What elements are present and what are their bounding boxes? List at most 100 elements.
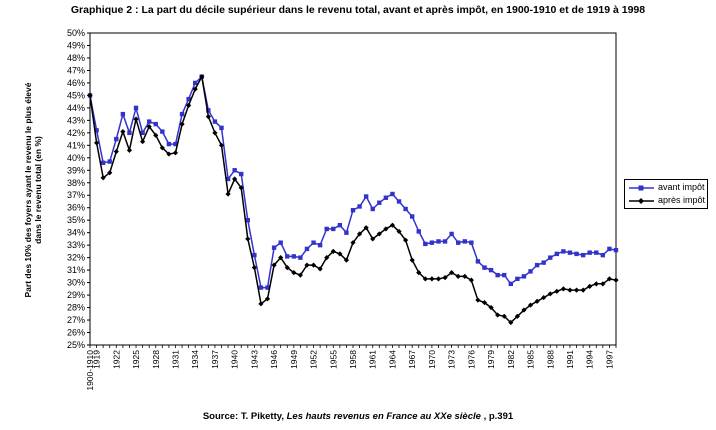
data-point	[285, 254, 290, 259]
x-tick-label: 1931	[170, 350, 180, 369]
y-tick-label: 43%	[67, 115, 85, 125]
series-group	[87, 74, 619, 326]
data-point	[146, 119, 152, 124]
data-point	[501, 313, 507, 319]
data-point	[205, 114, 211, 120]
data-point	[284, 265, 290, 271]
data-point	[337, 222, 343, 228]
data-point	[87, 92, 93, 98]
data-point	[547, 291, 553, 297]
y-tick-label: 45%	[67, 90, 85, 100]
data-point	[344, 230, 349, 235]
data-point	[593, 281, 599, 287]
data-point	[113, 148, 119, 155]
data-point	[278, 255, 284, 261]
y-axis-label-line1: Part des 10% des foyers ayant le revenu …	[23, 82, 33, 297]
legend-item-avant-impot: avant impôt	[628, 182, 706, 194]
y-tick-label: 34%	[67, 228, 85, 238]
data-point	[389, 222, 396, 228]
data-point	[409, 257, 415, 263]
data-point	[442, 239, 448, 244]
x-tick-label: 1922	[111, 350, 121, 369]
data-point	[212, 119, 218, 124]
y-tick-label: 38%	[67, 178, 85, 188]
data-point	[324, 226, 329, 232]
data-point	[370, 206, 375, 212]
data-point	[409, 214, 415, 219]
data-point	[429, 276, 435, 282]
data-point	[502, 272, 507, 278]
data-point	[356, 231, 363, 237]
data-point	[258, 301, 264, 307]
data-point	[159, 145, 165, 151]
data-point	[587, 283, 593, 289]
data-point	[403, 206, 408, 212]
legend-label: après impôt	[658, 195, 706, 205]
y-tick-label: 48%	[67, 53, 85, 63]
x-tick-label: 1979	[486, 350, 496, 369]
legend: avant impôt après impôt	[624, 179, 708, 209]
data-point	[455, 273, 461, 279]
y-tick-label: 47%	[67, 65, 85, 75]
x-tick-label: 1970	[427, 350, 437, 369]
data-point	[239, 171, 244, 177]
data-point	[561, 249, 566, 254]
data-point	[423, 241, 428, 247]
y-tick-label: 25%	[67, 340, 85, 350]
data-point	[120, 111, 126, 117]
y-tick-label: 42%	[67, 128, 85, 138]
data-point	[580, 287, 586, 293]
data-point	[133, 105, 139, 111]
y-tick-label: 32%	[67, 253, 85, 263]
data-point	[238, 185, 244, 191]
data-point	[94, 128, 99, 133]
x-tick-label: 1937	[210, 350, 220, 369]
y-tick-label: 39%	[67, 165, 85, 175]
data-point	[508, 281, 513, 287]
x-tick-label: 1961	[368, 350, 378, 369]
x-tick-label: 1991	[565, 350, 575, 369]
data-point	[172, 150, 179, 156]
data-point	[554, 251, 560, 257]
data-point	[107, 170, 113, 176]
data-point	[343, 257, 350, 263]
data-point	[363, 225, 369, 231]
data-point	[462, 273, 468, 279]
data-point	[166, 151, 172, 157]
data-point	[468, 277, 474, 283]
data-point	[574, 251, 579, 257]
data-point	[166, 141, 172, 147]
data-point	[232, 168, 237, 173]
y-tick-labels: 25% 26% 27% 28% 29% 30% 31% 32% 33% 34% 35% 36% 37% 3…	[67, 28, 85, 350]
data-point	[567, 250, 573, 255]
data-point	[331, 226, 336, 232]
data-point	[527, 302, 534, 308]
data-point	[212, 130, 218, 136]
data-point	[600, 252, 606, 258]
data-point	[179, 111, 185, 117]
data-point	[370, 236, 376, 242]
x-tick-label: 1985	[526, 350, 536, 369]
data-point	[192, 86, 198, 92]
data-point	[271, 262, 277, 268]
data-point	[93, 140, 100, 146]
data-point	[264, 296, 271, 302]
data-point	[271, 245, 277, 250]
data-point	[225, 191, 231, 197]
data-point	[383, 195, 389, 200]
data-point	[541, 294, 547, 301]
x-tick-label: 1964	[387, 350, 397, 369]
data-point	[600, 281, 606, 287]
x-tick-label: 1952	[309, 350, 319, 369]
data-point	[606, 276, 613, 282]
data-point	[482, 265, 487, 270]
y-axis-label: Part des 10% des foyers ayant le revenu …	[10, 30, 64, 350]
y-tick-label: 50%	[67, 28, 85, 38]
data-point	[560, 286, 566, 292]
data-point	[219, 125, 224, 131]
data-point	[304, 246, 310, 252]
data-point	[265, 285, 270, 290]
data-point	[245, 236, 251, 242]
data-point	[140, 130, 145, 136]
